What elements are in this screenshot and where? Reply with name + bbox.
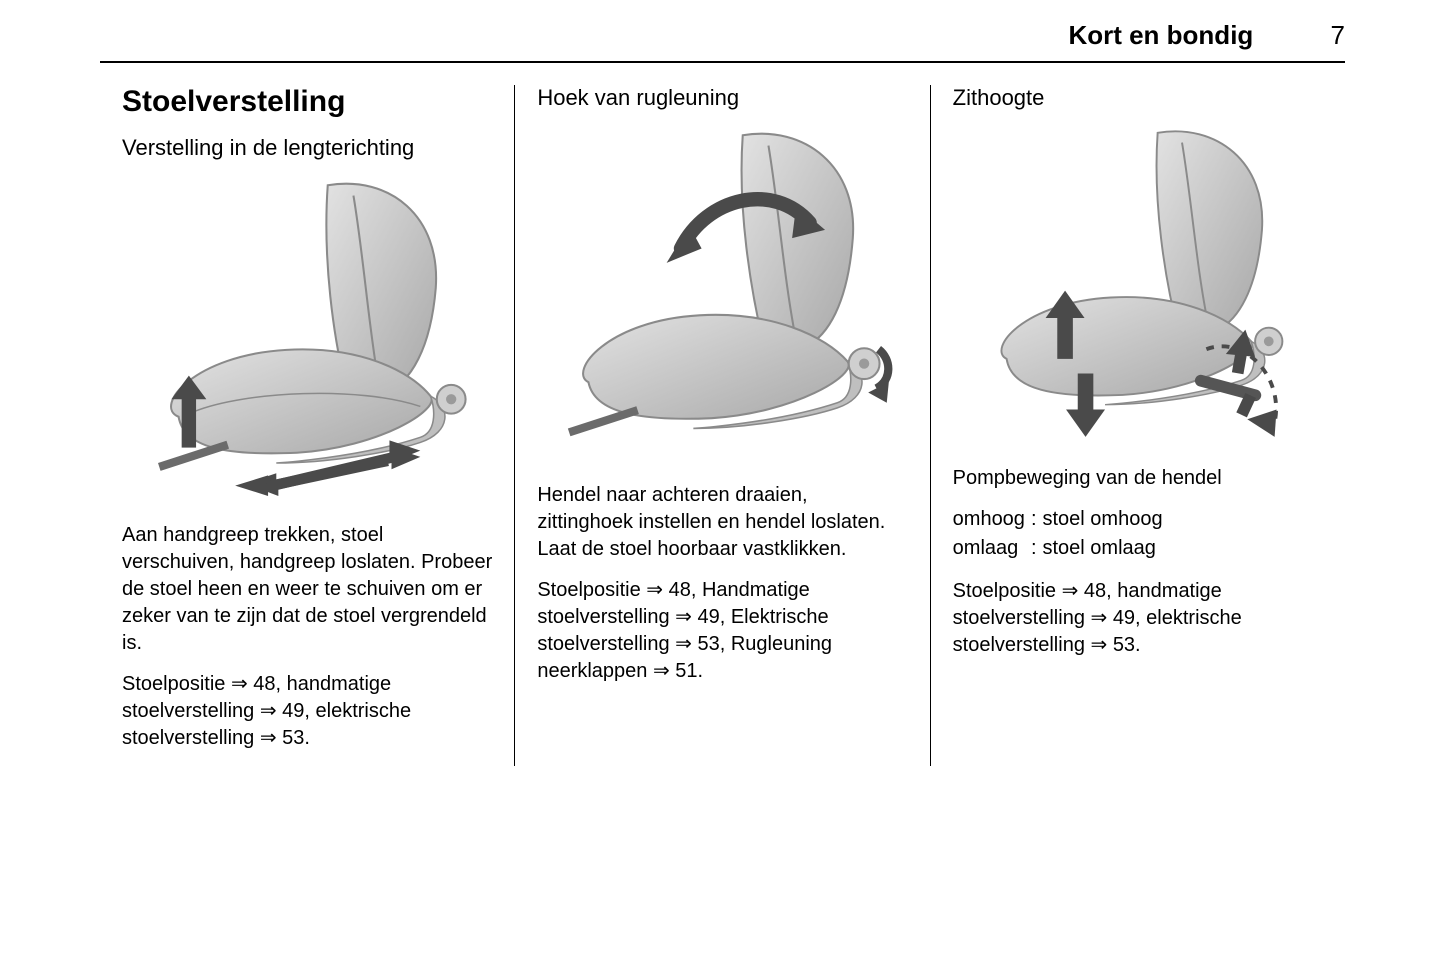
- col1-heading: Stoelverstelling: [122, 85, 492, 119]
- section-title: Kort en bondig: [1068, 20, 1253, 50]
- seat-longitudinal-icon: [122, 175, 492, 504]
- col1-refs: Stoelpositie ⇒ 48, handmatige stoelverst…: [122, 671, 492, 752]
- cell: :: [1031, 506, 1043, 535]
- col1-subheading: Verstelling in de lengterichting: [122, 135, 492, 161]
- cell: stoel omlaag: [1043, 535, 1169, 564]
- figure-longitudinal: [122, 175, 492, 504]
- col-1: Stoelverstelling Verstelling in de lengt…: [100, 85, 514, 766]
- col2-refs: Stoelpositie ⇒ 48, Handmatige stoelverst…: [537, 577, 907, 685]
- col3-subheading: Zithoogte: [953, 85, 1323, 111]
- col3-refs: Stoelpositie ⇒ 48, handmatige stoelverst…: [953, 578, 1323, 659]
- height-table: omhoog : stoel omhoog omlaag : stoel oml…: [953, 506, 1169, 564]
- columns: Stoelverstelling Verstelling in de lengt…: [100, 85, 1345, 766]
- figure-backrest: [537, 125, 907, 464]
- page-number: 7: [1331, 20, 1345, 50]
- cell: :: [1031, 535, 1043, 564]
- manual-page: Kort en bondig 7 Stoelverstelling Verste…: [0, 0, 1445, 966]
- seat-height-icon: [953, 125, 1323, 447]
- seat-backrest-icon: [537, 125, 907, 464]
- cell: stoel omhoog: [1043, 506, 1169, 535]
- col-3: Zithoogte: [930, 85, 1345, 766]
- col2-subheading: Hoek van rugleuning: [537, 85, 907, 111]
- page-header: Kort en bondig 7: [100, 20, 1345, 63]
- col2-body: Hendel naar achteren draaien, zittinghoe…: [537, 482, 907, 563]
- cell: omhoog: [953, 506, 1031, 535]
- figure-height: [953, 125, 1323, 447]
- col-2: Hoek van rugleuning: [514, 85, 929, 766]
- col1-body: Aan handgreep trekken, stoel verschuiven…: [122, 522, 492, 657]
- cell: omlaag: [953, 535, 1031, 564]
- col3-body: Pompbeweging van de hendel: [953, 465, 1323, 492]
- table-row: omlaag : stoel omlaag: [953, 535, 1169, 564]
- table-row: omhoog : stoel omhoog: [953, 506, 1169, 535]
